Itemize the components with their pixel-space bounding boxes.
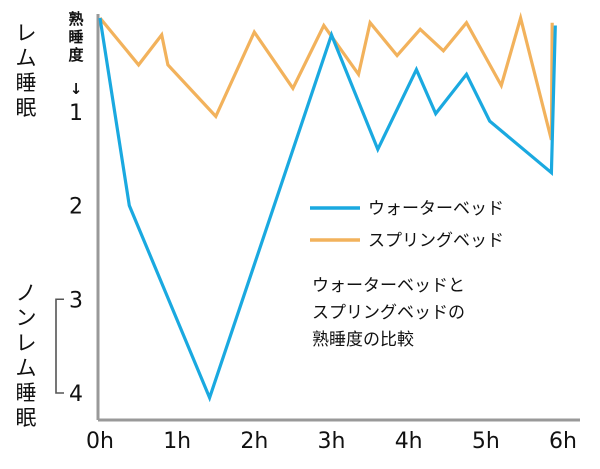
annotation-line: スプリングベッドの <box>312 303 465 323</box>
x-tick-labels: 0h 1h 2h 3h 4h 5h 6h <box>86 429 577 454</box>
legend-label-spring-bed: スプリングベッド <box>368 231 504 251</box>
x-tick-label: 1h <box>163 429 191 454</box>
y-tick-labels: 1 2 3 4 <box>69 101 83 407</box>
x-tick-label: 6h <box>549 429 577 454</box>
y-axis-arrow: ↓ <box>70 80 83 98</box>
annotation-line: 熟睡度の比較 <box>312 329 414 350</box>
x-tick-label: 5h <box>472 429 500 454</box>
x-tick-label: 4h <box>395 429 423 454</box>
rem-sleep-label-char: 眠 <box>16 96 37 120</box>
nonrem-sleep-label-char: レ <box>16 331 37 355</box>
rem-sleep-label-char: レ <box>16 21 37 45</box>
annotation-line: ウォーターベッドと <box>312 276 465 296</box>
y-axis-label-char: 睡 <box>68 28 83 46</box>
y-axis-label: 熟睡度 <box>68 10 84 64</box>
nonrem-sleep-label-char: ノ <box>16 281 37 305</box>
chart-axes <box>96 14 580 422</box>
nonrem-sleep-label-char: ム <box>16 356 37 380</box>
rem-sleep-label-char: ム <box>16 46 37 70</box>
y-tick-label: 3 <box>69 288 83 313</box>
y-tick-label: 1 <box>69 101 83 126</box>
y-tick-label: 2 <box>69 195 83 220</box>
series-line-spring-bed <box>98 11 554 141</box>
x-tick-label: 2h <box>240 429 268 454</box>
x-tick-label: 0h <box>86 429 114 454</box>
y-axis-label-char: 熟 <box>68 10 83 28</box>
legend-label-water-bed: ウォーターベッド <box>368 199 504 219</box>
nonrem-range-bracket <box>55 298 64 394</box>
nonrem-sleep-label-char: 眠 <box>16 406 37 430</box>
nonrem-sleep-label-char: 睡 <box>16 381 37 405</box>
y-tick-label: 4 <box>69 382 83 407</box>
rem-sleep-label-char: 睡 <box>16 71 37 95</box>
series-layer <box>98 11 557 403</box>
x-tick-label: 3h <box>318 429 346 454</box>
nonrem-sleep-label-char: ン <box>16 306 37 330</box>
y-axis-label-char: 度 <box>68 46 84 64</box>
